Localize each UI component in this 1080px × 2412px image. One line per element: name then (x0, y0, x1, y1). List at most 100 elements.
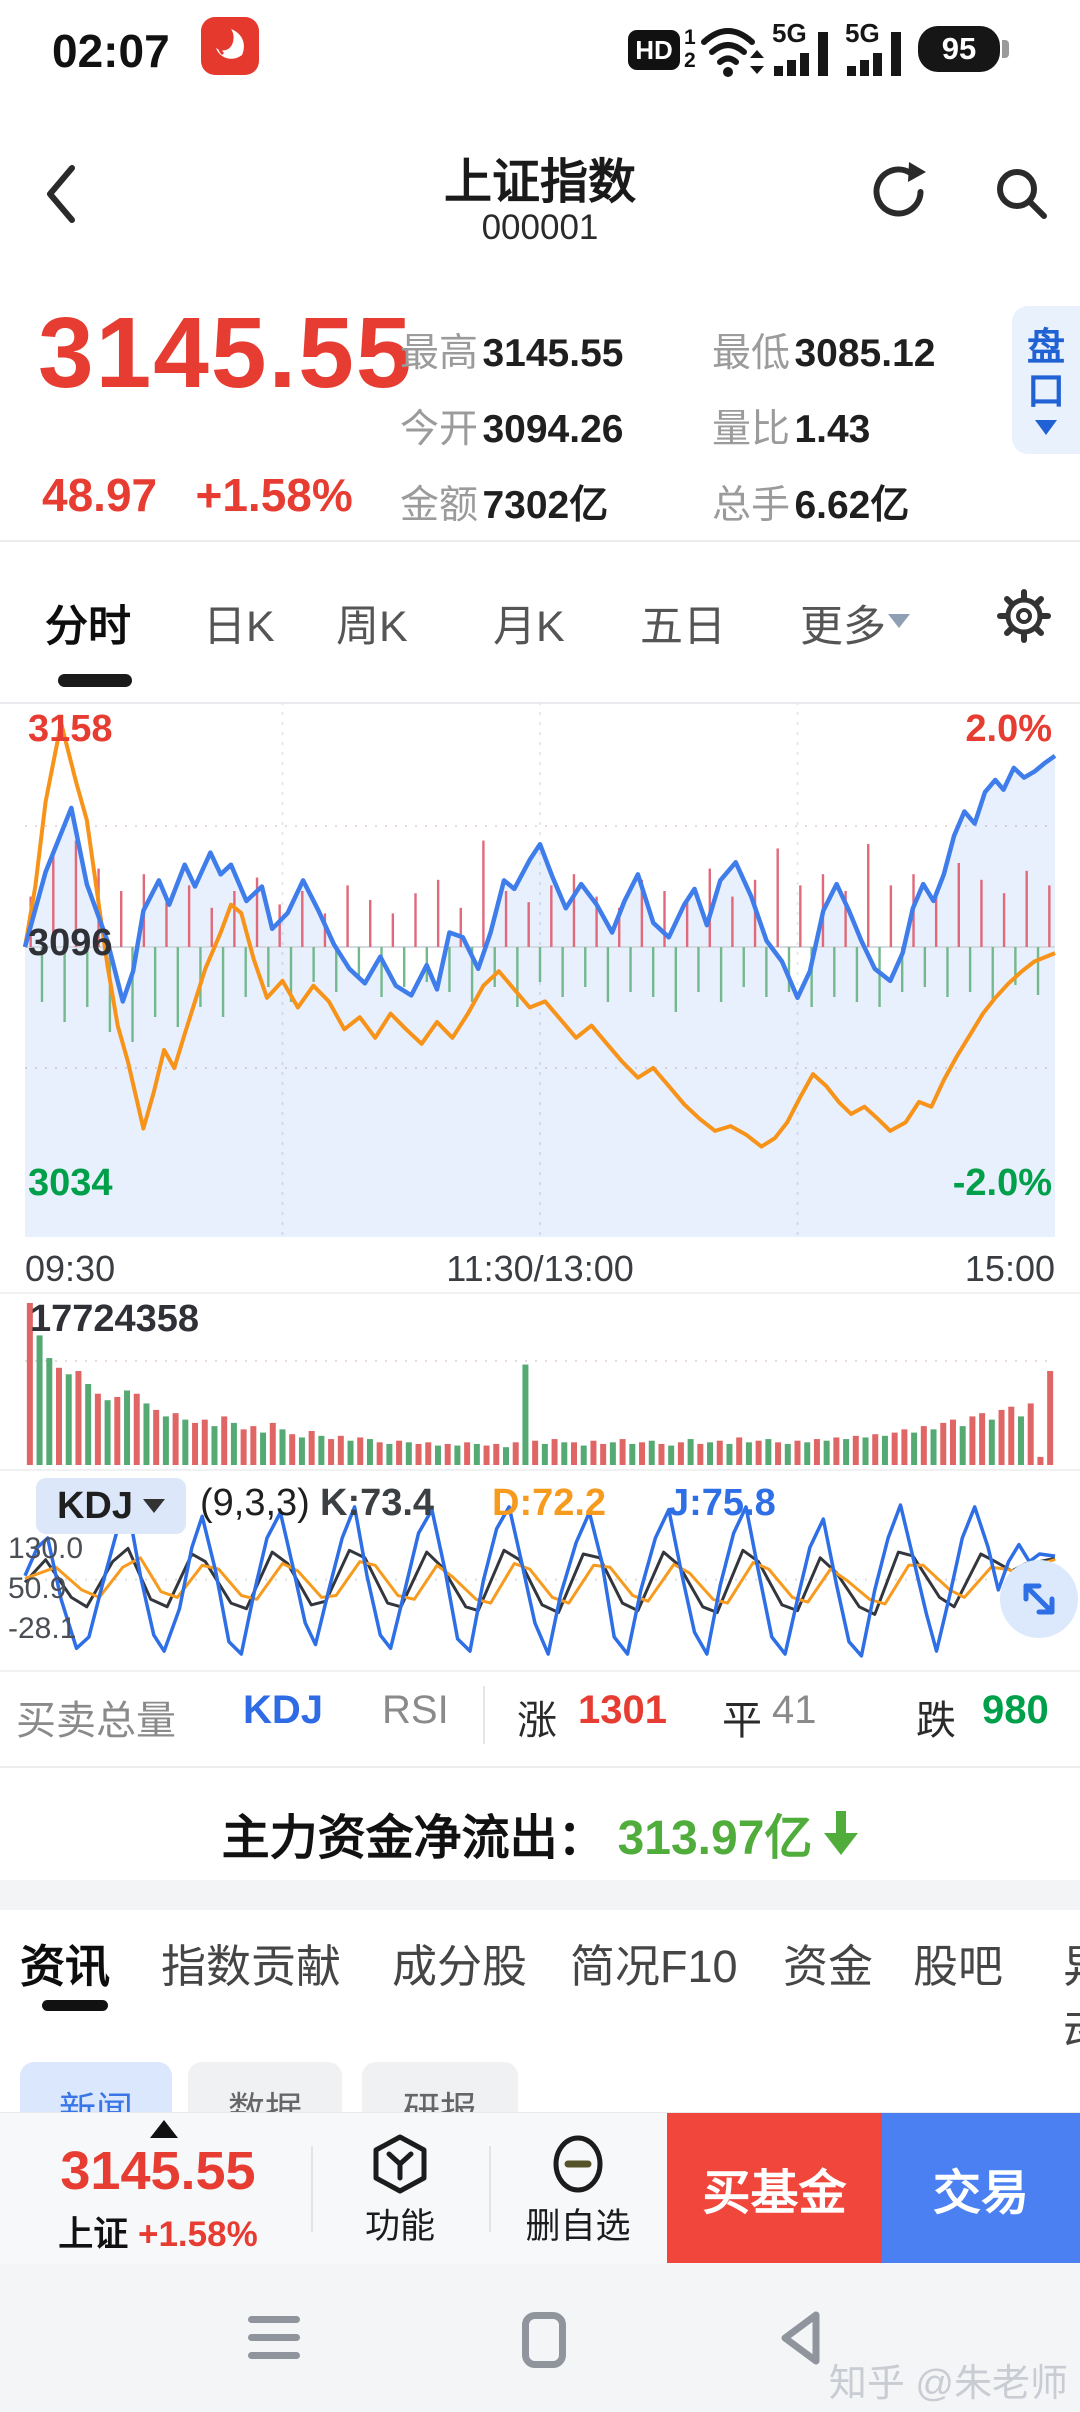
bottom-index-row: 上证 +1.58% (0, 2206, 316, 2257)
page-title: 上证指数 (443, 156, 636, 209)
functions-label: 功能 (364, 2207, 435, 2246)
gear-icon (997, 589, 1051, 643)
functions-hexagon-icon (373, 2134, 427, 2194)
divider (0, 1766, 1080, 1768)
divider (0, 1670, 1080, 1672)
bottom-change-pct: +1.58% (138, 2215, 258, 2254)
nav-back-triangle-icon (781, 2311, 820, 2365)
remove-watchlist-label: 删自选 (525, 2207, 631, 2246)
video-app-icon (200, 16, 260, 76)
kdj-j-value: J:75.8 (668, 1482, 776, 1524)
tab-news-section[interactable]: 资讯 (20, 1941, 111, 1992)
fund-flow-label: 主力资金净流出： (221, 1812, 606, 1865)
tab-unusual-moves[interactable]: 异动 (1063, 1930, 1080, 2060)
kdj-k-value: K:73.4 (320, 1482, 435, 1524)
tab-weekly-k[interactable]: 周K (336, 603, 408, 651)
kdj-chart[interactable] (0, 1472, 1080, 1670)
divider (483, 1686, 485, 1744)
hd-volte-icon: HD (628, 30, 680, 70)
active-tab-underline (58, 674, 132, 687)
minus-circle-icon (553, 2135, 603, 2193)
kdj-axis-mid: 50.9 (8, 1572, 67, 1605)
flat-count-value: 41 (772, 1688, 817, 1732)
search-button[interactable] (992, 164, 1052, 224)
indicator-volume-tab[interactable]: 买卖总量 (16, 1699, 176, 1743)
stat-high: 最高 3145.55 (400, 332, 624, 375)
expand-chart-button[interactable] (1000, 1560, 1078, 1638)
up-count-value: 1301 (578, 1688, 667, 1732)
section-separator (0, 1880, 1080, 1910)
refresh-button[interactable] (868, 160, 932, 224)
tab-constituents[interactable]: 成分股 (392, 1941, 528, 1992)
kdj-name: KDJ (56, 1484, 134, 1527)
nav-back-button[interactable] (778, 2310, 822, 2366)
tab-index-contribution[interactable]: 指数贡献 (161, 1941, 342, 1992)
tab-five-day[interactable]: 五日 (640, 603, 726, 651)
nav-menu-button[interactable] (248, 2316, 300, 2370)
tab-monthly-k[interactable]: 月K (493, 603, 565, 651)
remove-watchlist-button[interactable]: 删自选 (489, 2134, 667, 2249)
back-button[interactable] (40, 162, 80, 226)
chart-settings-button[interactable] (996, 588, 1052, 644)
indicator-rsi-tab[interactable]: RSI (382, 1688, 449, 1732)
time-axis-mid: 11:30/13:00 (446, 1248, 634, 1289)
stat-low: 最低 3085.12 (712, 332, 936, 375)
divider (311, 2146, 313, 2232)
active-section-underline (42, 2000, 108, 2011)
kdj-selector[interactable]: KDJ (36, 1478, 186, 1534)
signal2-5g-label: 5G (845, 20, 880, 48)
volume-chart[interactable] (0, 1295, 1080, 1467)
change-amount: 48.97 (42, 469, 158, 521)
tab-minute[interactable]: 分时 (45, 603, 131, 651)
signal-sim2-icon: 5G (845, 20, 911, 78)
kdj-params: (9,3,3) (200, 1482, 310, 1524)
tab-forum[interactable]: 股吧 (913, 1941, 1004, 1992)
chevron-down-icon (1035, 419, 1057, 435)
battery-icon: 95 (918, 26, 1000, 72)
refresh-icon (873, 162, 926, 217)
stat-totalvol: 总手 6.62亿 (712, 484, 910, 527)
nav-home-button[interactable] (522, 2312, 566, 2368)
current-price: 3145.55 (38, 297, 414, 409)
price-change: 48.97 +1.58% (42, 468, 353, 522)
status-time: 02:07 (52, 25, 170, 77)
down-count-label: 跌 (916, 1699, 956, 1743)
back-chevron-icon (47, 165, 75, 223)
signal-sim1-icon: 5G (772, 20, 838, 78)
stat-volratio: 量比 1.43 (712, 408, 871, 451)
dual-sim-indicator: 1 2 (684, 26, 696, 72)
tab-profile-f10[interactable]: 简况F10 (570, 1941, 738, 1992)
stat-amount: 金额 7302亿 (400, 484, 609, 527)
bottom-price[interactable]: 3145.55 (60, 2141, 256, 2201)
chart-pct-low-label: -2.0% (952, 1162, 1052, 1204)
flat-count-label: 平 (722, 1699, 762, 1743)
chevron-down-icon (888, 614, 910, 628)
bottom-index-name: 上证 (58, 2215, 129, 2254)
divider (0, 1292, 1080, 1294)
expand-icon (1023, 1583, 1055, 1615)
tab-more[interactable]: 更多 (800, 603, 886, 651)
stock-code: 000001 (481, 208, 599, 247)
chart-pct-high-label: 2.0% (965, 708, 1052, 750)
trade-button[interactable]: 交易 (882, 2113, 1080, 2263)
functions-button[interactable]: 功能 (311, 2134, 489, 2249)
android-nav-bar (0, 2263, 1080, 2412)
up-count-label: 涨 (517, 1699, 557, 1743)
pankou-label: 盘口 (1026, 326, 1065, 413)
fund-flow-value: 313.97亿 (617, 1812, 813, 1865)
buy-fund-button[interactable]: 买基金 (667, 2113, 882, 2263)
tab-funds[interactable]: 资金 (783, 1941, 874, 1992)
divider (0, 1469, 1080, 1471)
fund-flow-row: 主力资金净流出： 313.97亿 (0, 1798, 1080, 1868)
pankou-button[interactable]: 盘口 (1012, 306, 1080, 454)
divider (489, 2146, 491, 2232)
time-axis-end: 15:00 (964, 1248, 1055, 1289)
tab-daily-k[interactable]: 日K (203, 603, 275, 651)
chart-high-label: 3158 (28, 708, 113, 750)
up-caret-icon[interactable] (150, 2120, 178, 2138)
divider (0, 540, 1080, 542)
watermark: 知乎 @朱老师 (828, 2363, 1068, 2405)
indicator-kdj-tab[interactable]: KDJ (243, 1688, 324, 1732)
timeline-chart[interactable] (0, 702, 1080, 1237)
